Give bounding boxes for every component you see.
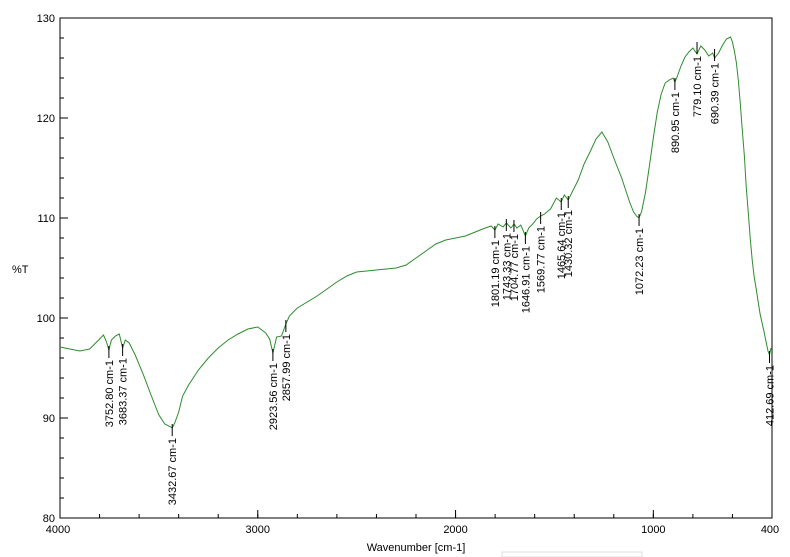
peak-label: 890.95 cm-1 (670, 92, 682, 153)
y-tick-label: 130 (37, 13, 55, 25)
peak-label: 690.39 cm-1 (710, 63, 722, 124)
peak-label: 2923.56 cm-1 (268, 363, 280, 430)
peak-label: 1569.77 cm-1 (536, 226, 548, 293)
peak-label: 1704.77 cm-1 (509, 234, 521, 301)
x-tick-label: 400 (761, 524, 779, 536)
peak-label: 1646.91 cm-1 (520, 246, 532, 313)
scroll-box (501, 551, 643, 557)
x-axis-ticks: 4000 3000 2000 1000 400 (46, 510, 779, 536)
y-axis-title: %T (12, 264, 29, 276)
minor-ticks (59, 17, 773, 519)
series-line (59, 36, 772, 429)
y-tick-label: 80 (43, 513, 55, 525)
y-tick-label: 110 (37, 213, 55, 225)
peak-label: 2857.99 cm-1 (281, 334, 293, 401)
peak-label: 1465.64 cm-1 (556, 212, 568, 279)
peak-label: 3432.67 cm-1 (167, 438, 179, 505)
y-axis-ticks: 80 90 100 110 120 130 (37, 13, 68, 525)
peak-label: 3752.80 cm-1 (104, 360, 116, 427)
peak-label: 1743.33 cm-1 (501, 233, 513, 300)
x-tick-label: 4000 (46, 524, 70, 536)
y-tick-label: 90 (43, 413, 55, 425)
peak-labels: 3752.80 cm-1 3683.37 cm-1 3432.67 cm-1 2923… (104, 42, 777, 505)
x-tick-label: 2000 (443, 524, 467, 536)
y-tick-label: 100 (37, 313, 55, 325)
x-axis-title: Wavenumber [cm-1] (367, 542, 466, 554)
peak-label: 1801.19 cm-1 (490, 240, 502, 307)
peak-label: 779.10 cm-1 (692, 56, 704, 117)
peak-label: 412.69 cm-1 (765, 365, 777, 426)
peak-label: 1430.32 cm-1 (563, 210, 575, 277)
peak-label: 1072.23 cm-1 (634, 228, 646, 295)
x-tick-label: 1000 (641, 524, 665, 536)
peak-label: 3683.37 cm-1 (118, 358, 130, 425)
x-tick-label: 3000 (246, 524, 270, 536)
y-tick-label: 120 (37, 113, 55, 125)
